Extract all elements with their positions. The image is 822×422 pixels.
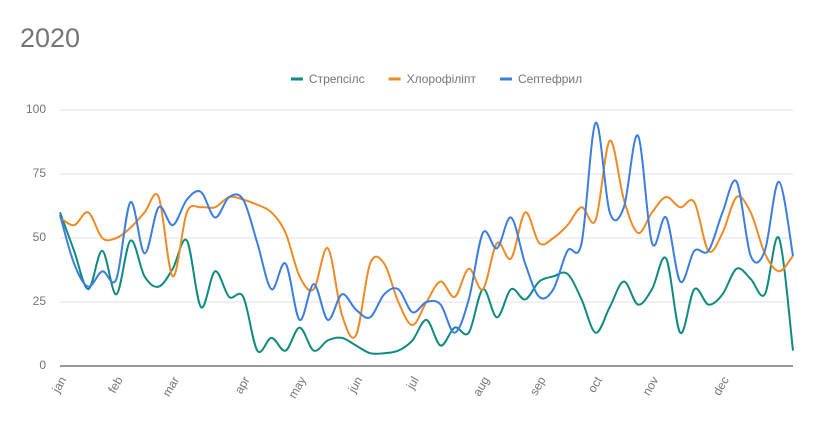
legend-label: Септефрил (518, 72, 582, 86)
legend: Стрепсілс Хлорофіліпт Септефрил (290, 72, 582, 86)
y-tick-label: 50 (33, 230, 47, 244)
legend-item: Стрепсілс (290, 72, 365, 86)
y-tick-label: 75 (33, 166, 47, 180)
x-tick-label: sep (527, 374, 549, 398)
y-tick-label: 0 (39, 358, 46, 372)
legend-item: Септефрил (499, 72, 582, 86)
x-tick-label: jan (49, 374, 70, 396)
series-line (59, 212, 794, 355)
x-tick-label: dec (710, 374, 732, 398)
legend-item: Хлорофіліпт (388, 72, 477, 86)
x-tick-label: jul (403, 374, 422, 392)
x-tick-label: nov (640, 374, 662, 398)
y-tick-label: 25 (33, 294, 47, 308)
series-line (59, 121, 794, 334)
x-tick-label: apr (232, 374, 253, 396)
x-tick-label: may (286, 374, 309, 401)
y-tick-label: 100 (26, 102, 46, 116)
x-tick-label: jun (345, 374, 366, 396)
legend-label: Хлорофіліпт (407, 72, 477, 86)
x-tick-label: oct (585, 374, 605, 395)
x-tick-label: mar (160, 374, 182, 399)
x-tick-label: aug (470, 374, 492, 398)
legend-label: Стрепсілс (309, 72, 365, 86)
series-line (59, 139, 794, 339)
chart-title: 2020 (20, 23, 80, 53)
x-tick-label: feb (105, 374, 126, 396)
